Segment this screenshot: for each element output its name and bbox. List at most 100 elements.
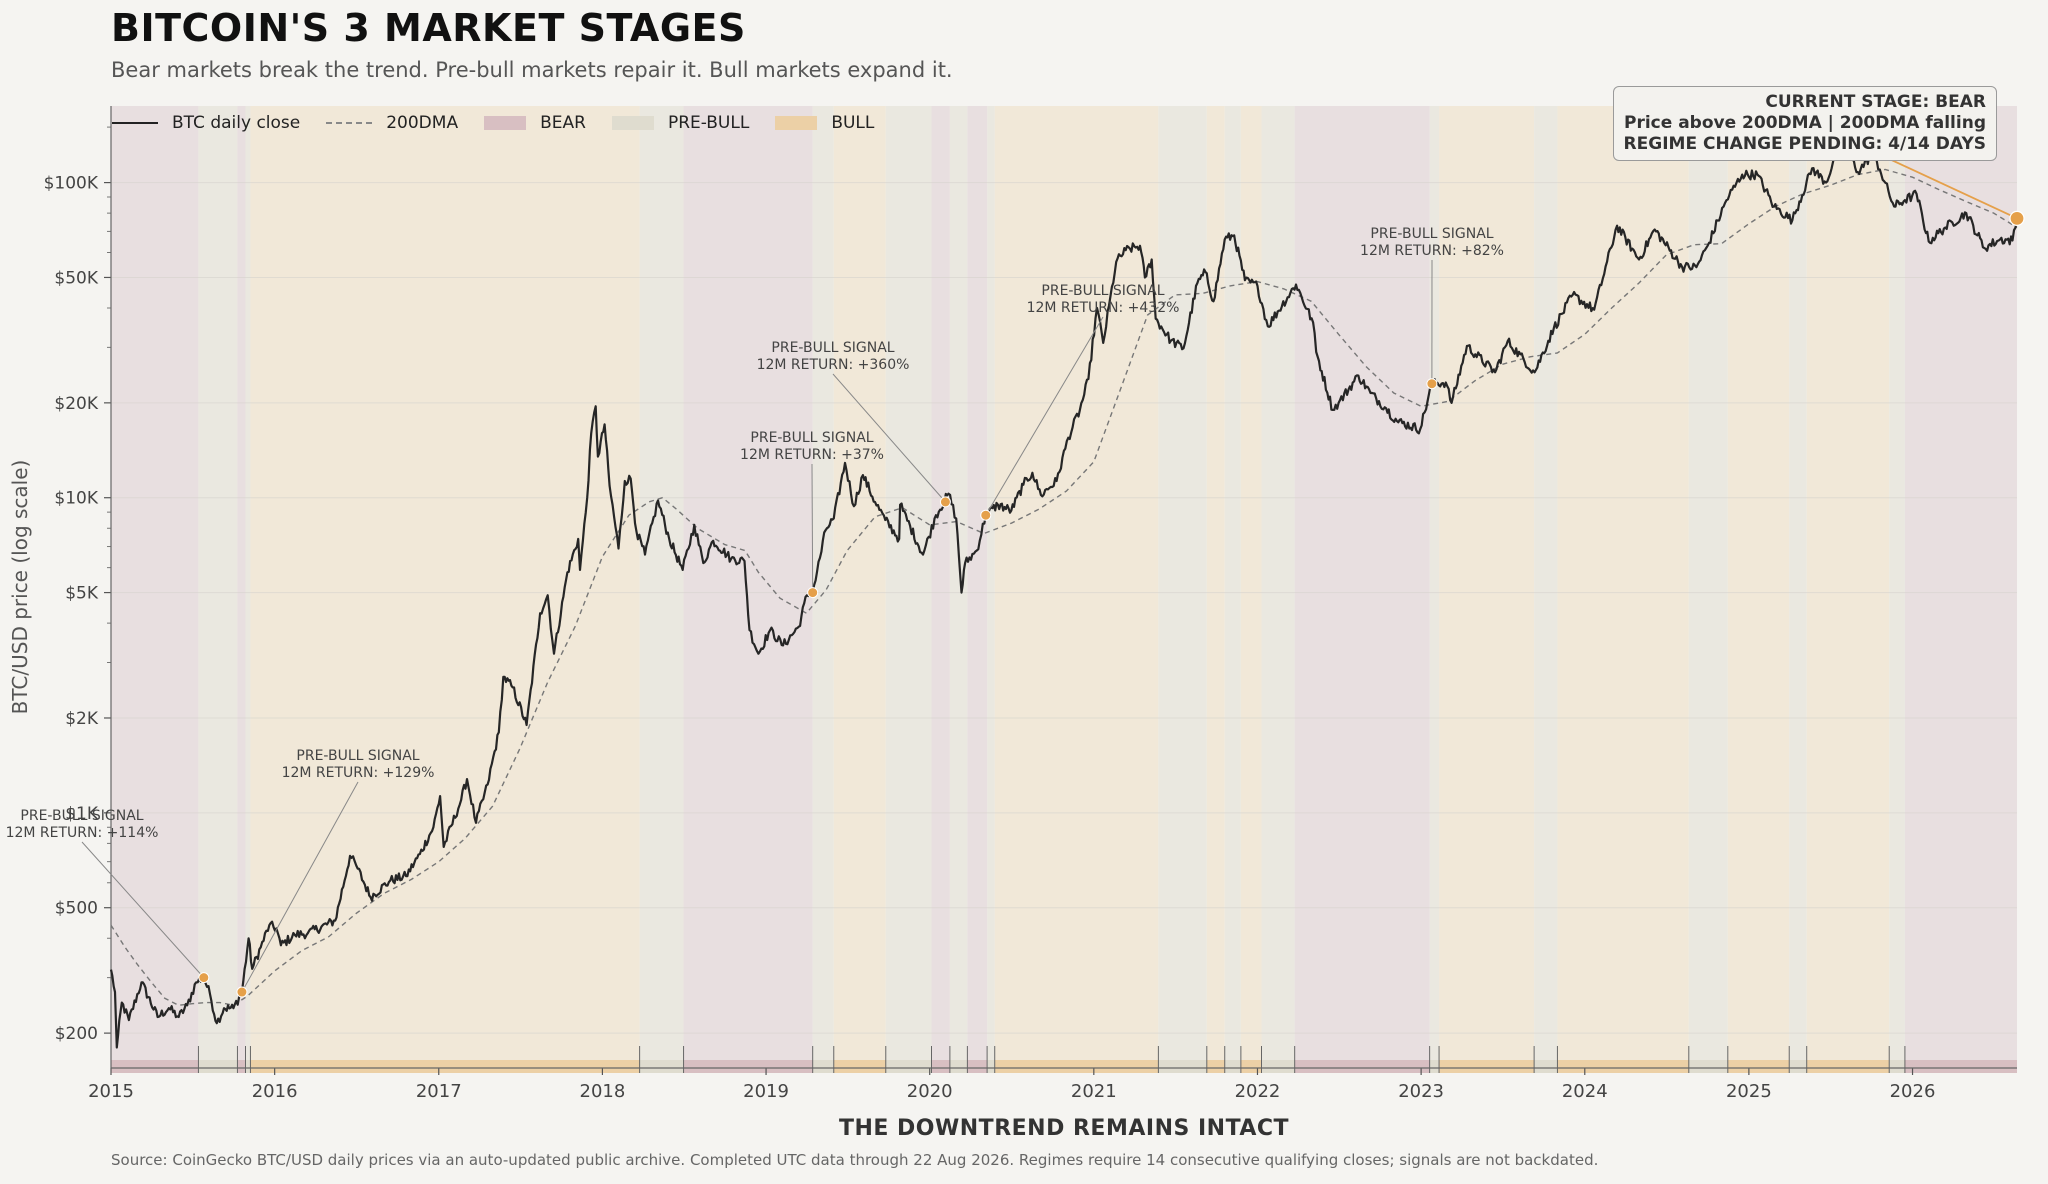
signal-return-label: 12M RETURN: +114% xyxy=(6,825,159,841)
regime-band-prebull xyxy=(1261,106,1295,1068)
signal-return-label: 12M RETURN: +37% xyxy=(740,447,884,463)
regime-strip-bull xyxy=(250,1060,640,1073)
regime-strip-prebull xyxy=(812,1060,834,1073)
signal-leader-line xyxy=(241,781,359,993)
regime-strip-prebull xyxy=(198,1060,238,1073)
regime-strip-bull xyxy=(833,1060,886,1073)
signal-label: PRE-BULL SIGNAL xyxy=(771,340,894,356)
y-tick-label: $200 xyxy=(55,1024,98,1044)
regime-band-prebull xyxy=(1158,106,1207,1068)
signal-leader-line xyxy=(81,841,205,978)
regime-band-bear xyxy=(1904,106,2017,1068)
y-tick-label: $100K xyxy=(44,174,99,194)
regime-strip-bull xyxy=(1240,1060,1262,1073)
signal-marker xyxy=(807,587,819,599)
regime-strip-prebull xyxy=(639,1060,684,1073)
regime-band-bear xyxy=(683,106,813,1068)
signal-label: PRE-BULL SIGNAL xyxy=(1370,226,1493,242)
regime-strip-prebull xyxy=(1889,1060,1905,1073)
x-tick-label: 2026 xyxy=(1890,1081,1936,1102)
regime-band-prebull xyxy=(1789,106,1807,1068)
x-tick-label: 2023 xyxy=(1398,1081,1444,1102)
legend-label-price: BTC daily close xyxy=(172,113,301,133)
regime-strip-prebull xyxy=(1224,1060,1241,1073)
regime-band-bull xyxy=(1240,106,1262,1068)
regime-strip-bull xyxy=(1439,1060,1535,1073)
x-tick-label: 2025 xyxy=(1726,1081,1772,1102)
y-tick-label: $20K xyxy=(54,394,98,414)
regime-band-bull xyxy=(994,106,1159,1068)
signal-return-label: 12M RETURN: +82% xyxy=(1360,243,1504,259)
regime-band-prebull xyxy=(639,106,684,1068)
regime-strip-prebull xyxy=(1429,1060,1440,1073)
signal-marker xyxy=(1426,378,1438,390)
regime-band-bull xyxy=(1206,106,1225,1068)
legend-swatch-ma xyxy=(326,122,373,124)
regime-band-prebull xyxy=(1688,106,1728,1068)
ma-line xyxy=(110,168,2018,1007)
y-tick-label: $10K xyxy=(54,489,98,509)
regime-strip-prebull xyxy=(1261,1060,1295,1073)
legend-swatch-prebull xyxy=(611,116,654,130)
x-tick-label: 2017 xyxy=(416,1081,462,1102)
x-tick-label: 2018 xyxy=(580,1081,626,1102)
regime-strip-prebull xyxy=(949,1060,968,1073)
regime-strip-bull xyxy=(1727,1060,1790,1073)
x-tick-label: 2019 xyxy=(743,1081,789,1102)
price-line xyxy=(109,149,2019,1049)
regime-band-prebull xyxy=(245,106,251,1068)
current-stage-line: CURRENT STAGE: BEAR xyxy=(1765,92,1986,112)
regime-strip-bear xyxy=(967,1060,988,1073)
regime-band-prebull xyxy=(987,106,995,1068)
x-tick-label: 2022 xyxy=(1235,1081,1281,1102)
regime-band-prebull xyxy=(1429,106,1440,1068)
signal-leader-line xyxy=(811,463,814,593)
signal-marker xyxy=(198,972,210,984)
regime-band-prebull xyxy=(885,106,932,1068)
regime-strip-prebull xyxy=(885,1060,932,1073)
legend-item-prebull: PRE-BULL xyxy=(611,113,750,133)
current-point-marker xyxy=(2009,210,2025,226)
regime-strip-bear xyxy=(683,1060,813,1073)
regime-band-bull xyxy=(833,106,886,1068)
x-tick-label: 2016 xyxy=(252,1081,298,1102)
legend-item-price: BTC daily close xyxy=(112,113,300,133)
regime-strip-prebull xyxy=(1789,1060,1807,1073)
signal-label: PRE-BULL SIGNAL xyxy=(20,808,143,824)
price-ma-status-line: Price above 200DMA | 200DMA falling xyxy=(1624,113,1986,133)
regime-strip-bear xyxy=(1294,1060,1430,1073)
regime-band-prebull xyxy=(949,106,968,1068)
y-tick-label: $500 xyxy=(55,899,98,919)
y-tick-label: $2K xyxy=(65,709,99,729)
page-subtitle: Bear markets break the trend. Pre-bull m… xyxy=(111,58,953,82)
regime-band-bull xyxy=(1727,106,1790,1068)
x-tick-label: 2020 xyxy=(907,1081,953,1102)
current-point-leader xyxy=(1869,149,2018,220)
signal-leader-line xyxy=(985,316,1104,516)
legend-swatch-bear xyxy=(484,116,527,130)
current-stage-box: CURRENT STAGE: BEAR Price above 200DMA |… xyxy=(1612,86,1997,161)
regime-band-bear xyxy=(967,106,988,1068)
legend-label-bear: BEAR xyxy=(540,113,586,133)
y-tick-label: $50K xyxy=(54,268,98,288)
page-title: BITCOIN'S 3 MARKET STAGES xyxy=(111,6,746,50)
regime-strip-bear xyxy=(237,1060,246,1073)
regime-strip-bull xyxy=(994,1060,1159,1073)
x-tick-label: 2024 xyxy=(1562,1081,1608,1102)
regime-strip-bull xyxy=(1557,1060,1689,1073)
regime-strip-bear xyxy=(931,1060,950,1073)
regime-strip-prebull xyxy=(1534,1060,1558,1073)
regime-strip-bear xyxy=(111,1060,199,1073)
y-axis-label: BTC/USD price (log scale) xyxy=(8,460,32,715)
legend-label-prebull: PRE-BULL xyxy=(667,113,750,133)
regime-change-line: REGIME CHANGE PENDING: 4/14 DAYS xyxy=(1623,134,1986,154)
legend-swatch-bull xyxy=(775,116,818,130)
x-axis-label: THE DOWNTREND REMAINS INTACT xyxy=(839,1116,1289,1141)
regime-band-prebull xyxy=(198,106,238,1068)
y-tick-label: $1K xyxy=(65,804,99,824)
source-note: Source: CoinGecko BTC/USD daily prices v… xyxy=(111,1151,1599,1169)
regime-band-prebull xyxy=(1889,106,1905,1068)
legend-swatch-price xyxy=(112,122,158,124)
y-tick-label: $5K xyxy=(65,584,99,604)
